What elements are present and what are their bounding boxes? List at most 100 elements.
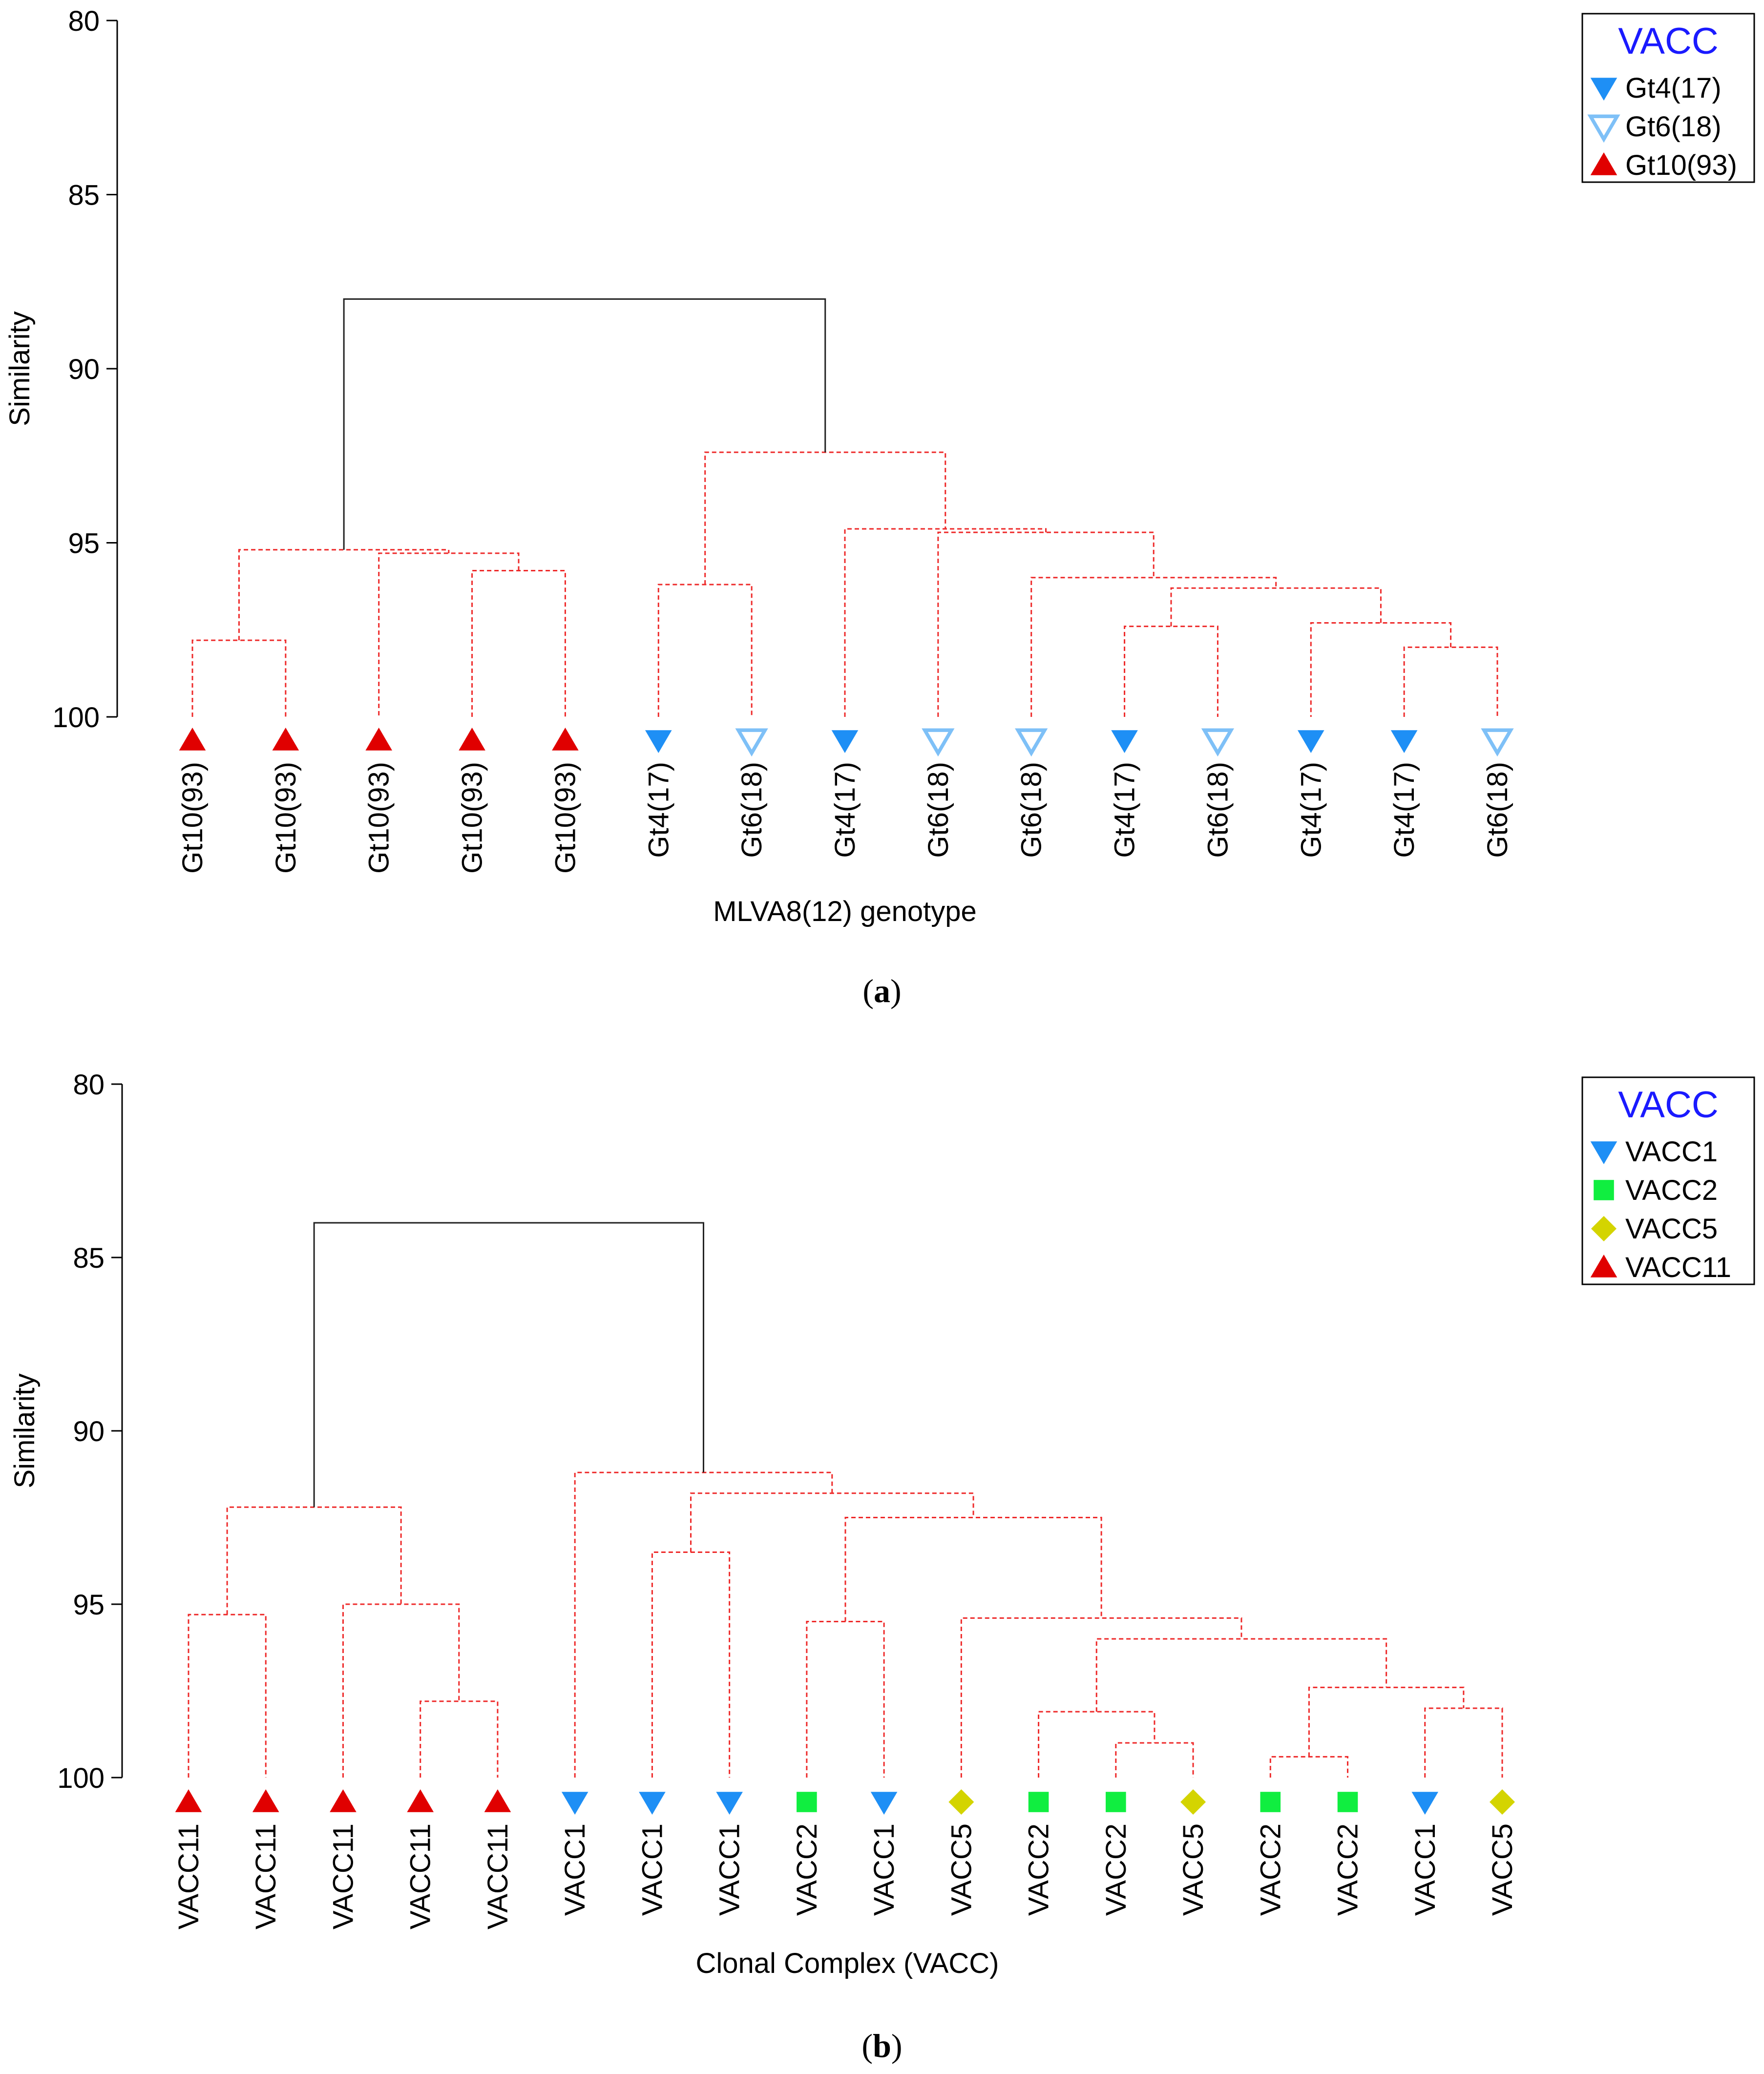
legend-label: VACC1 <box>1625 1136 1718 1168</box>
leaf-marker <box>1028 1792 1049 1812</box>
cluster-branch <box>1403 646 1498 717</box>
x-axis-label: MLVA8(12) genotype <box>713 896 977 927</box>
cluster-branch <box>574 1471 833 1778</box>
leaf-marker <box>407 1789 434 1812</box>
leaf-marker <box>1106 1792 1126 1812</box>
leaf-label: Gt6(18) <box>1016 762 1048 858</box>
legend-marker <box>1587 114 1620 143</box>
legend-title: VACC <box>1618 1084 1719 1126</box>
leaf-label: Gt6(18) <box>1482 762 1513 858</box>
y-tick-label: 95 <box>73 1589 105 1621</box>
cluster-branch <box>1030 577 1277 717</box>
cluster-branch <box>657 584 753 717</box>
leaf-marker <box>1490 1789 1515 1815</box>
y-tick-label: 90 <box>68 354 100 385</box>
leaf-label: Gt6(18) <box>923 762 954 858</box>
cluster-branch <box>960 1617 1242 1778</box>
leaf-marker <box>1297 730 1324 753</box>
leaf-marker <box>1411 1792 1439 1815</box>
leaf-marker <box>552 728 579 751</box>
leaf-marker <box>870 1792 898 1815</box>
legend-title: VACC <box>1618 21 1719 62</box>
leaf-marker <box>484 1789 511 1812</box>
leaf-marker <box>831 730 859 753</box>
leaf-label: Gt10(93) <box>177 762 209 874</box>
leaf-marker <box>735 728 768 757</box>
root-branch <box>343 298 826 550</box>
y-tick-label: 90 <box>73 1416 105 1447</box>
leaf-marker <box>797 1792 817 1812</box>
leaf-marker <box>272 728 299 751</box>
cluster-branch <box>937 531 1155 717</box>
cluster-branch <box>690 1492 974 1552</box>
cluster-branch <box>226 1506 402 1615</box>
legend-marker <box>1590 78 1617 101</box>
leaf-marker <box>330 1789 357 1812</box>
leaf-label: Gt4(17) <box>1295 762 1327 858</box>
leaf-label: VACC5 <box>945 1823 977 1916</box>
y-tick-label: 85 <box>68 180 100 211</box>
leaf-marker <box>252 1789 279 1812</box>
leaf-label: VACC2 <box>1100 1823 1132 1916</box>
cluster-branch <box>844 1517 1102 1622</box>
legend-marker <box>1590 1255 1617 1278</box>
legend-label: VACC11 <box>1625 1252 1731 1283</box>
leaf-marker <box>716 1792 743 1815</box>
leaf-marker <box>645 730 672 753</box>
leaf-label: Gt10(93) <box>363 762 395 874</box>
leaf-label: Gt10(93) <box>270 762 302 874</box>
leaf-marker <box>179 728 206 751</box>
cluster-branch <box>1170 587 1382 627</box>
legend-marker <box>1591 1216 1617 1241</box>
legend-label: Gt6(18) <box>1625 111 1722 143</box>
leaf-label: VACC2 <box>1332 1823 1364 1916</box>
leaf-label: VACC11 <box>482 1823 514 1929</box>
leaf-marker <box>1111 730 1138 753</box>
leaf-label: VACC11 <box>405 1823 437 1929</box>
y-tick-label: 80 <box>68 5 100 37</box>
cluster-branch <box>1308 1686 1465 1757</box>
leaf-label: Gt4(17) <box>829 762 861 858</box>
y-tick-label: 100 <box>57 1762 105 1794</box>
leaf-label: VACC11 <box>173 1823 205 1929</box>
leaf-label: VACC11 <box>327 1823 359 1929</box>
leaf-label: VACC2 <box>1255 1823 1286 1916</box>
leaf-marker <box>365 728 393 751</box>
cluster-branch <box>844 528 1047 717</box>
leaf-label: Gt6(18) <box>1202 762 1234 858</box>
cluster-branch <box>1095 1638 1387 1712</box>
cluster-branch <box>1310 622 1452 717</box>
legend: VACC VACC1 VACC2 VACC5 VACC11 <box>1581 1076 1755 1285</box>
leaf-label: VACC5 <box>1487 1823 1518 1916</box>
leaf-label: VACC1 <box>559 1823 591 1916</box>
legend-marker <box>1590 1141 1617 1164</box>
leaf-label: VACC1 <box>868 1823 900 1916</box>
panel-caption-a: (a) <box>862 972 902 1009</box>
leaf-label: VACC2 <box>1023 1823 1055 1916</box>
leaf-marker <box>639 1792 666 1815</box>
leaf-marker <box>175 1789 202 1812</box>
legend-marker <box>1590 152 1617 175</box>
cluster-branch <box>342 1603 460 1778</box>
y-axis-label: Similarity <box>4 311 36 426</box>
leaf-marker <box>1201 728 1235 757</box>
legend-label: VACC5 <box>1625 1213 1718 1245</box>
cluster-branch <box>1424 1707 1503 1778</box>
dendrogram-chart-a: 80 85 90 95 100 Similarity Gt10(93) Gt10(93) Gt1… <box>4 5 1755 927</box>
cluster-branch <box>420 1700 499 1778</box>
cluster-branch <box>191 639 287 717</box>
leaf-label: Gt10(93) <box>549 762 581 874</box>
leaf-marker <box>1390 730 1418 753</box>
leaf-label: Gt4(17) <box>1109 762 1141 858</box>
leaf-label: VACC1 <box>636 1823 668 1916</box>
cluster-branch <box>378 552 520 717</box>
cluster-branch <box>188 1613 267 1778</box>
leaf-label: Gt4(17) <box>1388 762 1420 858</box>
cluster-branch <box>651 1551 731 1778</box>
leaf-label: Gt10(93) <box>457 762 488 874</box>
leaf-label: Gt4(17) <box>643 762 674 858</box>
leaf-marker <box>1260 1792 1281 1812</box>
legend-label: VACC2 <box>1625 1174 1718 1206</box>
leaf-label: VACC1 <box>714 1823 746 1916</box>
